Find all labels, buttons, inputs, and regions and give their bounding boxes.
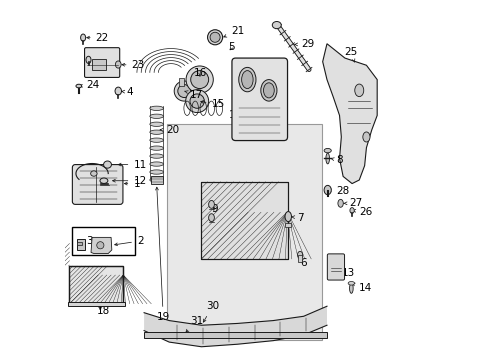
Ellipse shape bbox=[337, 199, 343, 207]
Text: 9: 9 bbox=[211, 204, 218, 215]
FancyBboxPatch shape bbox=[326, 254, 344, 280]
Ellipse shape bbox=[324, 148, 330, 153]
Ellipse shape bbox=[149, 138, 163, 142]
Ellipse shape bbox=[354, 84, 363, 96]
Ellipse shape bbox=[210, 32, 220, 42]
Ellipse shape bbox=[190, 94, 204, 108]
Ellipse shape bbox=[149, 170, 163, 174]
Ellipse shape bbox=[297, 251, 302, 258]
Text: 27: 27 bbox=[343, 198, 362, 208]
FancyBboxPatch shape bbox=[72, 165, 122, 204]
Text: 23: 23 bbox=[122, 60, 144, 70]
Bar bbox=[68, 302, 124, 306]
Text: 5: 5 bbox=[228, 42, 235, 52]
Bar bbox=[167, 125, 321, 339]
Text: 1: 1 bbox=[124, 179, 140, 189]
Ellipse shape bbox=[362, 132, 369, 142]
Text: 16: 16 bbox=[193, 68, 206, 78]
Bar bbox=[201, 182, 287, 259]
Ellipse shape bbox=[149, 162, 163, 166]
Polygon shape bbox=[322, 44, 376, 184]
Ellipse shape bbox=[272, 22, 281, 29]
Bar bbox=[77, 239, 84, 250]
Ellipse shape bbox=[241, 71, 253, 89]
Bar bbox=[201, 182, 287, 259]
Text: 26: 26 bbox=[352, 207, 372, 217]
Ellipse shape bbox=[178, 85, 190, 98]
Ellipse shape bbox=[347, 282, 354, 285]
Text: 28: 28 bbox=[328, 186, 348, 197]
Ellipse shape bbox=[100, 178, 108, 183]
Bar bbox=[150, 176, 163, 184]
Text: 11: 11 bbox=[118, 159, 146, 170]
Ellipse shape bbox=[207, 30, 222, 45]
Text: 13: 13 bbox=[336, 267, 355, 278]
Ellipse shape bbox=[325, 153, 329, 164]
Text: 10: 10 bbox=[228, 110, 241, 120]
Text: 15: 15 bbox=[201, 99, 224, 109]
Bar bbox=[69, 266, 123, 304]
Ellipse shape bbox=[115, 87, 121, 95]
Bar bbox=[179, 78, 183, 86]
Text: 24: 24 bbox=[80, 80, 99, 90]
Text: 6: 6 bbox=[300, 255, 306, 268]
Text: 22: 22 bbox=[86, 33, 109, 42]
Ellipse shape bbox=[90, 171, 97, 176]
Text: 4: 4 bbox=[121, 87, 133, 97]
Text: 8: 8 bbox=[330, 155, 342, 165]
Ellipse shape bbox=[149, 114, 163, 118]
Text: 18: 18 bbox=[96, 306, 109, 316]
Ellipse shape bbox=[115, 61, 121, 68]
Ellipse shape bbox=[86, 56, 91, 63]
Ellipse shape bbox=[76, 84, 81, 88]
Ellipse shape bbox=[349, 283, 352, 293]
Ellipse shape bbox=[263, 83, 274, 98]
Ellipse shape bbox=[103, 161, 111, 168]
Bar bbox=[297, 255, 302, 262]
Bar bbox=[92, 59, 105, 69]
Ellipse shape bbox=[185, 90, 208, 113]
Ellipse shape bbox=[97, 242, 104, 249]
Ellipse shape bbox=[208, 201, 214, 208]
Polygon shape bbox=[91, 237, 112, 253]
Ellipse shape bbox=[190, 71, 208, 89]
Ellipse shape bbox=[149, 154, 163, 158]
FancyBboxPatch shape bbox=[84, 48, 120, 77]
Ellipse shape bbox=[285, 212, 291, 222]
Ellipse shape bbox=[208, 214, 214, 222]
Ellipse shape bbox=[324, 185, 330, 195]
Ellipse shape bbox=[174, 81, 194, 101]
Bar bbox=[69, 266, 123, 304]
FancyBboxPatch shape bbox=[231, 58, 287, 140]
Ellipse shape bbox=[149, 130, 163, 134]
Ellipse shape bbox=[149, 178, 163, 182]
Ellipse shape bbox=[260, 80, 276, 101]
Ellipse shape bbox=[349, 208, 353, 213]
Ellipse shape bbox=[149, 122, 163, 126]
Text: 21: 21 bbox=[224, 26, 244, 37]
Text: 30: 30 bbox=[203, 301, 219, 322]
Text: 17: 17 bbox=[184, 90, 203, 100]
Bar bbox=[72, 226, 135, 255]
Ellipse shape bbox=[81, 34, 85, 41]
Bar bbox=[285, 223, 290, 226]
Text: 2: 2 bbox=[115, 236, 143, 246]
Text: 25: 25 bbox=[344, 46, 357, 62]
Text: 12: 12 bbox=[112, 176, 146, 186]
Ellipse shape bbox=[149, 106, 163, 111]
Bar bbox=[77, 242, 82, 245]
Ellipse shape bbox=[185, 66, 213, 93]
Text: 14: 14 bbox=[351, 283, 372, 293]
Text: 3: 3 bbox=[81, 236, 92, 246]
Ellipse shape bbox=[149, 146, 163, 150]
Text: 19: 19 bbox=[155, 187, 169, 322]
Text: 31: 31 bbox=[185, 316, 203, 332]
Text: 7: 7 bbox=[291, 213, 304, 222]
Text: 29: 29 bbox=[294, 40, 314, 49]
Bar bbox=[144, 332, 326, 338]
Text: 20: 20 bbox=[160, 125, 179, 135]
Ellipse shape bbox=[238, 67, 255, 92]
